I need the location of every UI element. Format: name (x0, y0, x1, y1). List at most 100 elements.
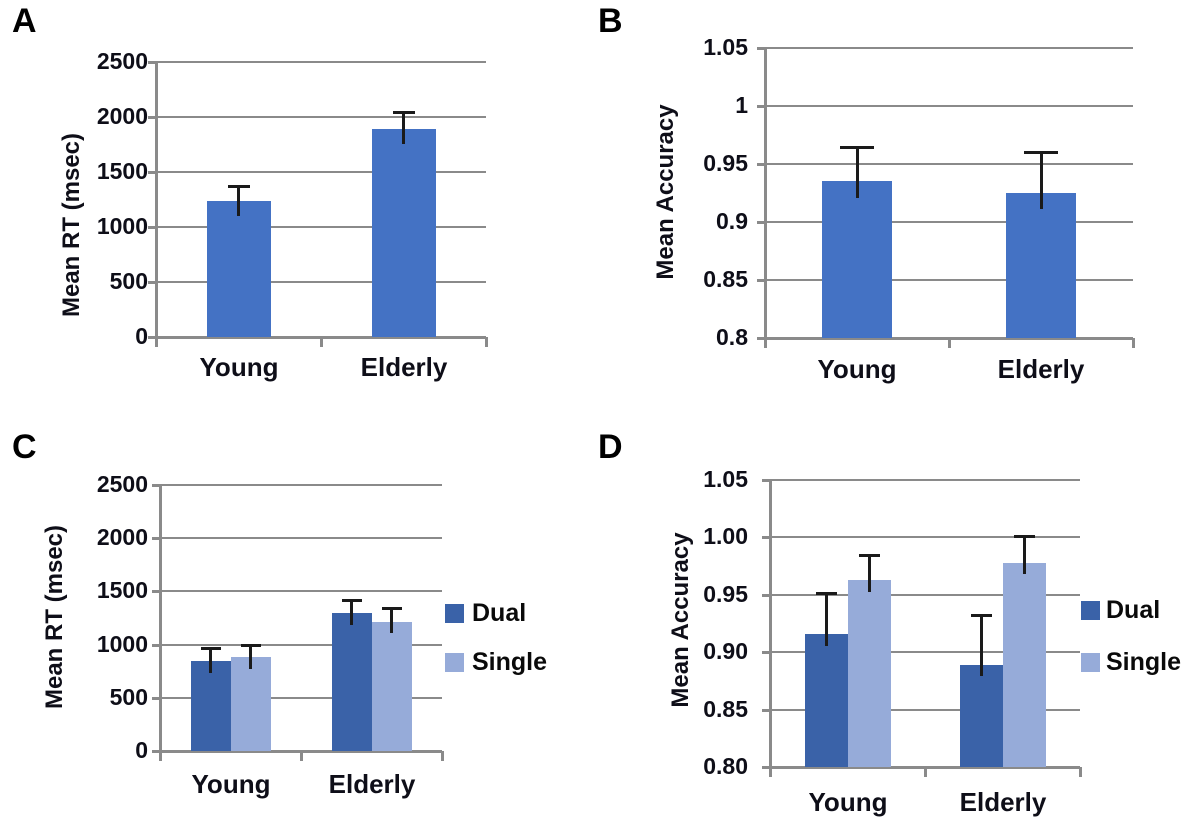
error-bar-line (249, 645, 252, 669)
x-axis-tick (924, 767, 927, 777)
y-axis-tick (757, 221, 765, 224)
error-bar-line (825, 593, 828, 646)
error-bar-cap (1014, 535, 1035, 538)
gridline (765, 163, 1133, 165)
bar-d-young-dual (805, 634, 848, 767)
bar-d-elderly-single (1003, 563, 1046, 767)
y-axis-line (159, 485, 162, 761)
y-tick-label: 0.90 (703, 638, 748, 665)
y-axis-tick (762, 709, 770, 712)
x-category-label: Young (191, 769, 271, 799)
y-axis-tick (152, 590, 160, 593)
y-axis-tick (762, 536, 770, 539)
gridline (156, 281, 486, 283)
y-axis-tick (148, 61, 156, 64)
y-tick-label: 0.80 (703, 753, 748, 780)
panel-letter-a: A (12, 2, 37, 40)
legend-label-dual: Dual (472, 599, 527, 627)
y-axis-tick (152, 644, 160, 647)
y-axis-title: Mean RT (msec) (41, 524, 68, 710)
y-axis-tick (762, 766, 770, 769)
panel-letter-d: D (598, 428, 623, 466)
gridline (770, 594, 1080, 596)
panel-letter-b: B (598, 2, 623, 40)
bar-b-elderly-mean accuracy (1006, 193, 1076, 338)
bar-a-elderly-mean rt (372, 129, 436, 337)
x-category-label: Elderly (328, 769, 416, 799)
y-tick-label: 0.95 (703, 150, 748, 177)
y-tick-label: 0.8 (716, 324, 748, 351)
x-category-label: Young (808, 787, 888, 817)
error-bar-line (237, 186, 240, 216)
error-bar-line (868, 555, 871, 592)
y-tick-label: 0 (135, 323, 148, 350)
error-bar-cap (241, 644, 261, 647)
error-bar-cap (859, 554, 880, 557)
gridline (765, 221, 1133, 223)
bar-b-young-mean accuracy (822, 181, 892, 338)
y-tick-label: 1 (735, 92, 748, 119)
error-bar-cap (228, 185, 250, 188)
gridline (160, 537, 442, 539)
y-tick-label: 1000 (96, 631, 148, 658)
error-bar-line (1040, 152, 1043, 209)
y-axis-title: Mean Accuracy (652, 104, 679, 280)
y-axis-tick (148, 281, 156, 284)
legend-label-single: Single (472, 648, 548, 676)
legend-label-dual: Dual (1106, 596, 1161, 624)
gridline (770, 479, 1080, 481)
x-category-label: Young (817, 354, 897, 384)
error-bar-cap (201, 647, 221, 650)
legend-label-single: Single (1106, 648, 1181, 676)
y-tick-label: 500 (109, 684, 148, 711)
gridline (765, 279, 1133, 281)
error-bar-cap (393, 111, 415, 114)
y-tick-label: 1000 (96, 213, 148, 240)
x-axis-tick (1079, 767, 1082, 777)
error-bar-cap (816, 592, 837, 595)
gridline (770, 536, 1080, 538)
y-axis-tick (152, 750, 160, 753)
y-tick-label: 500 (109, 268, 148, 295)
y-tick-label: 0.9 (716, 208, 748, 235)
gridline (765, 105, 1133, 107)
y-tick-label: 0.85 (703, 266, 748, 293)
x-category-label: Elderly (997, 354, 1085, 384)
y-axis-tick (152, 697, 160, 700)
error-bar-line (1023, 536, 1026, 574)
y-tick-label: 2500 (96, 48, 148, 75)
y-axis-tick (757, 47, 765, 50)
bar-d-elderly-dual (960, 665, 1003, 767)
x-axis-tick (441, 751, 444, 761)
y-axis-tick (148, 226, 156, 229)
x-axis-tick (1132, 338, 1135, 348)
x-axis-tick (300, 751, 303, 761)
legend-swatch-dual (1081, 601, 1100, 620)
error-bar-line (209, 648, 212, 673)
y-axis-tick (148, 116, 156, 119)
legend-swatch-single (445, 653, 464, 672)
x-axis-tick (948, 338, 951, 348)
x-axis-tick (320, 337, 323, 347)
gridline (160, 590, 442, 592)
y-axis-tick (148, 171, 156, 174)
y-tick-label: 1.05 (703, 34, 748, 61)
error-bar-line (980, 615, 983, 676)
error-bar-cap (342, 599, 362, 602)
y-tick-label: 1.00 (703, 523, 748, 550)
y-tick-label: 0 (135, 737, 148, 764)
gridline (765, 47, 1133, 49)
y-axis-tick (762, 651, 770, 654)
y-axis-tick (757, 337, 765, 340)
y-tick-label: 2000 (96, 103, 148, 130)
error-bar-line (402, 112, 405, 144)
y-axis-tick (152, 484, 160, 487)
y-axis-tick (152, 537, 160, 540)
y-tick-label: 0.95 (703, 581, 748, 608)
error-bar-line (350, 600, 353, 625)
y-axis-tick (762, 479, 770, 482)
gridline (156, 226, 486, 228)
y-axis-tick (148, 336, 156, 339)
x-axis-tick (769, 767, 772, 777)
